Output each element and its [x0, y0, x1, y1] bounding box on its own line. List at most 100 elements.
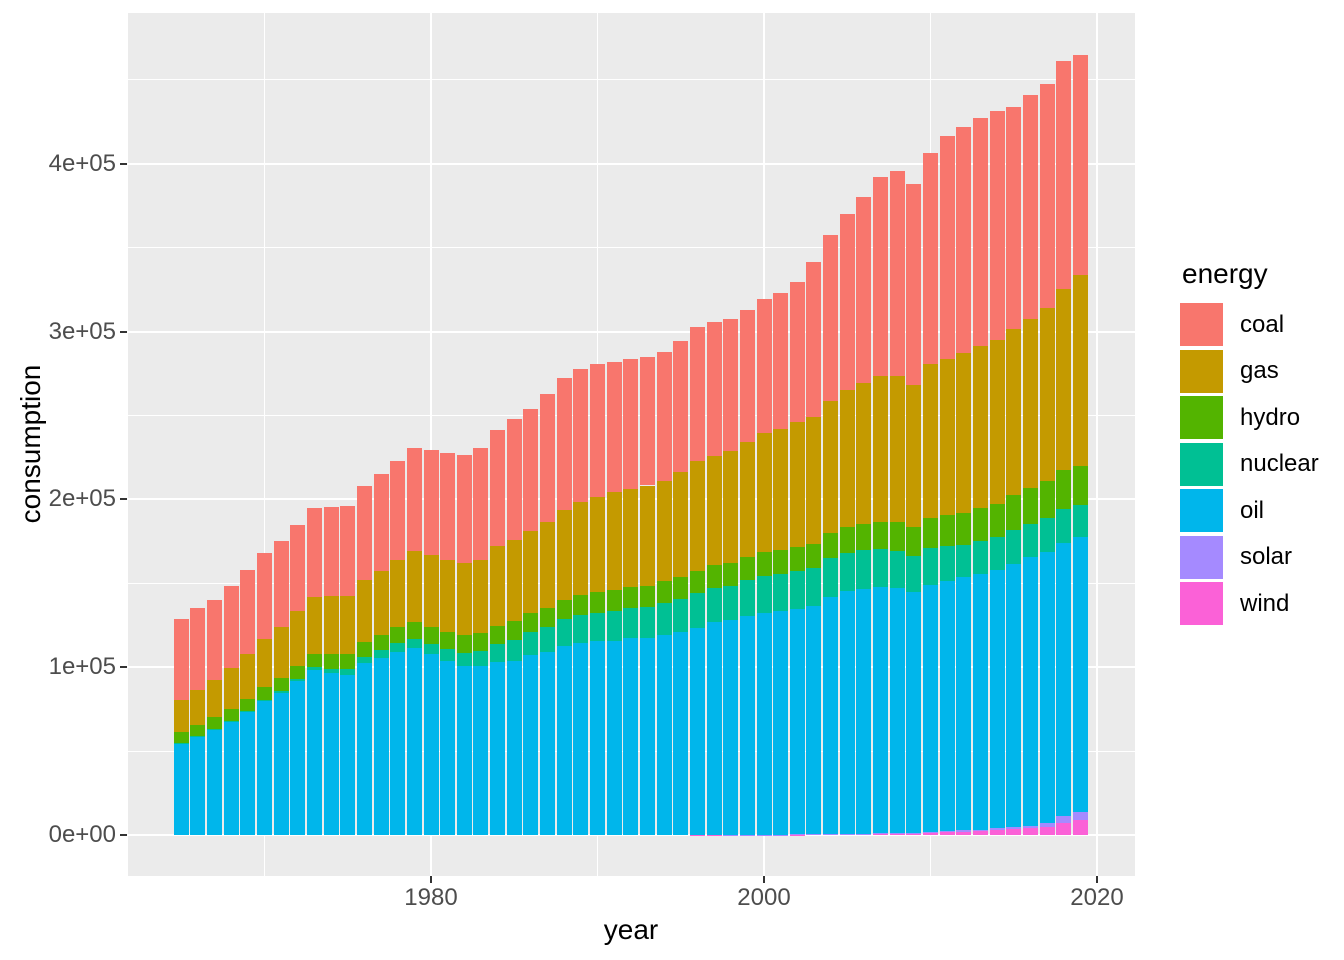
bar-segment-gas-1975: [340, 596, 356, 655]
bar-segment-nuclear-1998: [723, 585, 739, 621]
bar-segment-hydro-2014: [989, 503, 1005, 537]
bar-segment-wind-2012: [956, 831, 972, 835]
bar-segment-oil-1992: [623, 638, 639, 835]
nuclear-swatch: [1180, 442, 1223, 486]
bar-segment-nuclear-2007: [873, 548, 889, 587]
bar-segment-gas-2003: [806, 416, 822, 545]
bar-segment-coal-2019: [1072, 55, 1088, 276]
bar-segment-wind-2008: [889, 833, 905, 835]
bar-segment-nuclear-2018: [1056, 508, 1072, 544]
bar-segment-oil-1990: [590, 641, 605, 835]
bar-segment-gas-1986: [523, 531, 539, 614]
bar-segment-wind-2006: [856, 834, 872, 835]
bar-segment-coal-1975: [340, 505, 356, 597]
bar-segment-hydro-1999: [739, 556, 755, 581]
bar-segment-nuclear-1970: [257, 699, 272, 701]
bar-segment-hydro-2015: [1006, 495, 1022, 531]
bar-segment-coal-1979: [406, 447, 422, 552]
bar-segment-gas-2018: [1056, 289, 1072, 471]
bar-segment-gas-1993: [639, 485, 655, 586]
bar-segment-nuclear-1999: [739, 580, 755, 617]
bar-segment-hydro-2016: [1022, 487, 1038, 524]
bar-segment-nuclear-1983: [473, 651, 489, 667]
bar-segment-coal-2015: [1006, 106, 1022, 329]
bar-segment-gas-1977: [373, 571, 389, 635]
bar-segment-hydro-1995: [673, 576, 689, 600]
legend-label-nuclear: nuclear: [1240, 450, 1319, 477]
bar-segment-nuclear-1977: [373, 650, 389, 658]
bar-segment-coal-1997: [706, 322, 722, 456]
bar-segment-coal-1995: [673, 341, 689, 473]
bar-segment-gas-2000: [756, 433, 772, 553]
bar-segment-oil-1967: [207, 729, 223, 835]
bar-segment-hydro-1981: [440, 632, 456, 650]
bar-segment-solar-2019: [1072, 811, 1088, 821]
bar-segment-nuclear-1971: [273, 691, 289, 693]
bar-segment-oil-2017: [1039, 552, 1055, 823]
bar-segment-coal-1988: [556, 378, 572, 510]
bar-segment-oil-2009: [906, 592, 922, 833]
bar-segment-solar-2013: [972, 829, 988, 831]
bar-segment-hydro-1965: [173, 731, 189, 744]
bar-segment-nuclear-1991: [606, 610, 622, 641]
bar-segment-coal-2008: [889, 170, 905, 376]
bar-segment-hydro-2002: [789, 546, 805, 571]
bar-segment-wind-2018: [1056, 823, 1072, 835]
bar-segment-wind-2013: [972, 830, 988, 835]
bar-segment-hydro-1969: [240, 698, 256, 712]
bar-segment-gas-1985: [506, 539, 522, 621]
bar-segment-nuclear-1968: [223, 720, 239, 722]
bar-segment-nuclear-2019: [1072, 505, 1088, 537]
bar-segment-nuclear-2015: [1006, 530, 1022, 564]
bar-segment-oil-2010: [923, 584, 938, 833]
bar-segment-nuclear-1988: [556, 619, 572, 647]
bar-segment-oil-1985: [506, 660, 522, 835]
y-tick-mark: [120, 162, 127, 165]
bar-segment-gas-1990: [590, 496, 605, 593]
bar-segment-gas-1980: [423, 555, 439, 628]
bar-segment-coal-1966: [190, 607, 206, 691]
bar-segment-hydro-1977: [373, 634, 389, 651]
bar-segment-gas-1974: [323, 596, 339, 655]
y-tick-label: 2e+05: [48, 485, 116, 513]
bar-segment-gas-2009: [906, 385, 922, 528]
legend-label-oil: oil: [1240, 496, 1265, 524]
y-tick-label: 4e+05: [48, 149, 116, 177]
bar-segment-coal-1969: [240, 570, 256, 655]
bar-segment-oil-2007: [873, 586, 889, 834]
legend-entry-coal: coal: [1180, 303, 1340, 346]
bar-segment-hydro-2013: [972, 508, 988, 541]
bar-segment-coal-2017: [1039, 83, 1055, 308]
bar-segment-oil-2011: [939, 580, 955, 832]
bar-segment-gas-2017: [1039, 307, 1055, 482]
bar-segment-gas-2016: [1022, 318, 1038, 488]
bar-segment-coal-1984: [490, 430, 506, 547]
bar-segment-nuclear-1984: [490, 644, 506, 662]
bar-segment-coal-1989: [573, 368, 589, 502]
bar-segment-gas-1999: [739, 441, 755, 557]
bar-segment-wind-2005: [839, 834, 855, 835]
bar-segment-coal-1990: [590, 364, 605, 497]
bar-segment-gas-1973: [306, 597, 322, 654]
bar-segment-oil-1996: [689, 627, 705, 835]
bar-segment-nuclear-2012: [956, 544, 972, 578]
bar-segment-coal-2007: [873, 176, 889, 376]
bar-segment-oil-2005: [839, 591, 855, 834]
bar-segment-oil-2000: [756, 613, 772, 835]
bar-segment-wind-2004: [823, 834, 839, 835]
bar-segment-hydro-1996: [689, 570, 705, 594]
bar-segment-hydro-1985: [506, 621, 522, 640]
bar-segment-oil-1993: [639, 638, 655, 835]
bar-segment-gas-1981: [440, 559, 456, 633]
bar-segment-hydro-1982: [456, 634, 472, 653]
oil-swatch: [1180, 489, 1223, 532]
bar-segment-hydro-1976: [356, 642, 372, 658]
bar-segment-nuclear-1992: [623, 607, 639, 639]
bar-segment-oil-1998: [723, 620, 739, 835]
bar-segment-oil-1971: [273, 692, 289, 835]
bar-segment-hydro-2010: [923, 517, 938, 548]
bar-segment-nuclear-1996: [689, 593, 705, 628]
bar-segment-gas-1965: [173, 700, 189, 732]
bar-segment-hydro-2004: [823, 533, 839, 559]
